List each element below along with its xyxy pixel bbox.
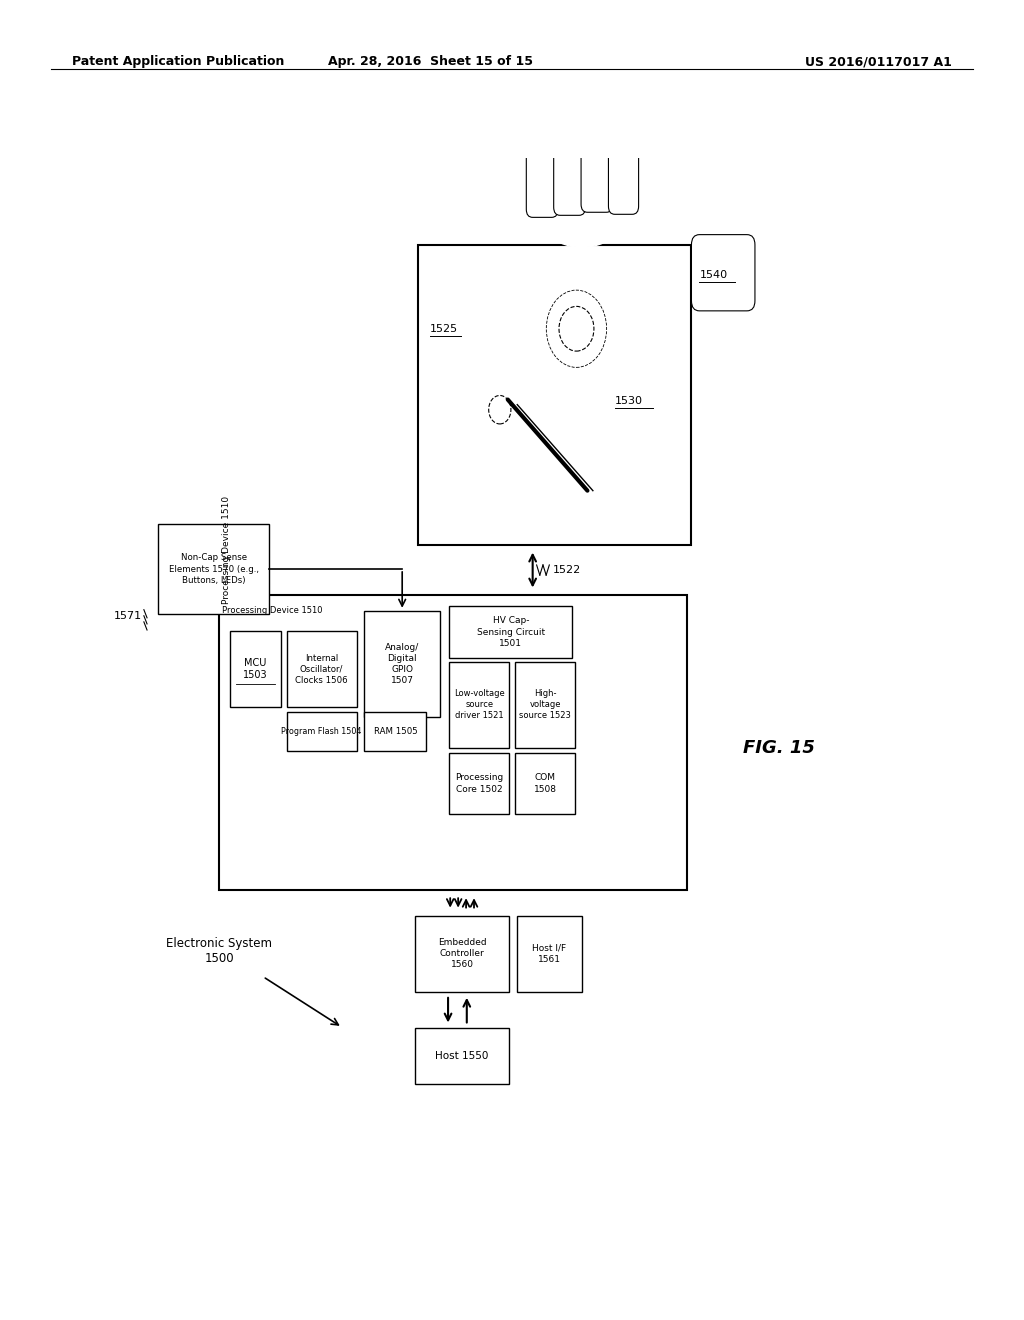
- Bar: [515, 752, 574, 814]
- Text: Embedded
Controller
1560: Embedded Controller 1560: [438, 939, 486, 969]
- Text: 1522: 1522: [553, 565, 581, 576]
- Text: Processing
Core 1502: Processing Core 1502: [455, 774, 503, 793]
- Bar: [517, 916, 582, 991]
- Bar: [515, 661, 574, 748]
- Bar: [418, 244, 691, 545]
- Text: 1530: 1530: [614, 396, 643, 405]
- Bar: [219, 595, 687, 890]
- Text: Processing Device 1510: Processing Device 1510: [222, 495, 231, 603]
- Text: MCU
1503: MCU 1503: [243, 657, 267, 680]
- Text: Processing Device 1510: Processing Device 1510: [222, 606, 323, 615]
- Text: Apr. 28, 2016  Sheet 15 of 15: Apr. 28, 2016 Sheet 15 of 15: [328, 55, 532, 69]
- Bar: [416, 1028, 509, 1084]
- Text: Analog/
Digital
GPIO
1507: Analog/ Digital GPIO 1507: [385, 643, 419, 685]
- FancyBboxPatch shape: [554, 90, 586, 215]
- Bar: [365, 713, 426, 751]
- Text: Low-voltage
source
driver 1521: Low-voltage source driver 1521: [454, 689, 505, 721]
- FancyBboxPatch shape: [581, 94, 612, 213]
- Text: Electronic System
1500: Electronic System 1500: [166, 937, 272, 965]
- Bar: [450, 606, 572, 659]
- FancyBboxPatch shape: [608, 115, 639, 214]
- Text: Host I/F
1561: Host I/F 1561: [532, 944, 566, 964]
- Bar: [365, 611, 440, 718]
- Bar: [158, 524, 269, 614]
- Text: 1571: 1571: [114, 611, 142, 620]
- Text: High-
voltage
source 1523: High- voltage source 1523: [519, 689, 571, 721]
- Bar: [287, 713, 356, 751]
- Text: FIG. 15: FIG. 15: [742, 739, 815, 756]
- Bar: [287, 631, 356, 708]
- Text: US 2016/0117017 A1: US 2016/0117017 A1: [806, 55, 952, 69]
- Bar: [416, 916, 509, 991]
- Text: COM
1508: COM 1508: [534, 774, 556, 793]
- Text: HV Cap-
Sensing Circuit
1501: HV Cap- Sensing Circuit 1501: [477, 616, 545, 648]
- Text: 1525: 1525: [430, 323, 458, 334]
- FancyBboxPatch shape: [691, 235, 755, 312]
- Text: Program Flash 1504: Program Flash 1504: [282, 727, 361, 737]
- Bar: [450, 661, 509, 748]
- Text: Internal
Oscillator/
Clocks 1506: Internal Oscillator/ Clocks 1506: [295, 653, 348, 685]
- Text: 1540: 1540: [699, 271, 727, 280]
- Ellipse shape: [537, 172, 628, 247]
- Text: RAM 1505: RAM 1505: [374, 727, 418, 737]
- FancyBboxPatch shape: [526, 104, 558, 218]
- Text: Non-Cap Sense
Elements 1570 (e.g.,
Buttons, LEDs): Non-Cap Sense Elements 1570 (e.g., Butto…: [169, 553, 259, 585]
- Text: Patent Application Publication: Patent Application Publication: [72, 55, 284, 69]
- Bar: [450, 752, 509, 814]
- Bar: [229, 631, 282, 708]
- Text: Host 1550: Host 1550: [435, 1052, 488, 1061]
